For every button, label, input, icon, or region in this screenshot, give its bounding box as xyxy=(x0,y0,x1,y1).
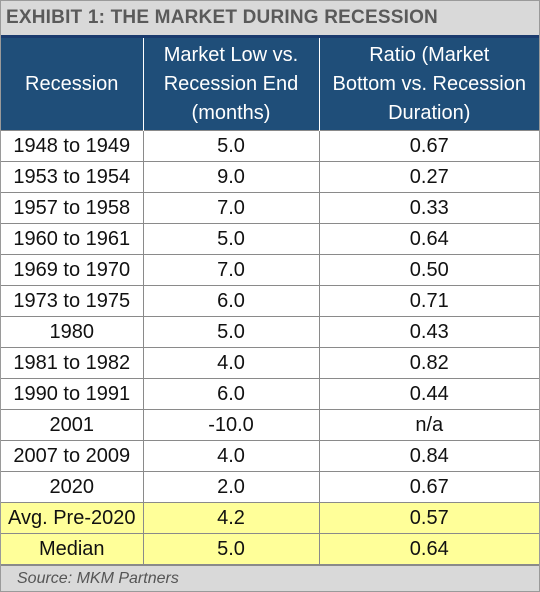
cell-market-low-vs-end: 5.0 xyxy=(142,130,320,162)
cell-market-low-vs-end: 2.0 xyxy=(142,471,320,503)
column-header-line: (months) xyxy=(191,101,271,124)
table-row: 1960 to 1961 5.0 0.64 xyxy=(1,223,539,255)
cell-recession: 1960 to 1961 xyxy=(1,223,144,255)
cell-ratio: 0.50 xyxy=(318,254,539,286)
table-row: 1953 to 1954 9.0 0.27 xyxy=(1,161,539,193)
cell-market-low-vs-end: 9.0 xyxy=(142,161,320,193)
table-row: 1990 to 1991 6.0 0.44 xyxy=(1,378,539,410)
table-row: 1973 to 1975 6.0 0.71 xyxy=(1,285,539,317)
cell-recession: Median xyxy=(1,533,144,565)
column-header-line: Market Low vs. xyxy=(163,43,299,66)
cell-recession: 2020 xyxy=(1,471,144,503)
table-row: 1957 to 1958 7.0 0.33 xyxy=(1,192,539,224)
cell-recession: 2007 to 2009 xyxy=(1,440,144,472)
cell-ratio: 0.82 xyxy=(318,347,539,379)
cell-recession: 1957 to 1958 xyxy=(1,192,144,224)
cell-ratio: 0.67 xyxy=(318,471,539,503)
cell-ratio: 0.27 xyxy=(318,161,539,193)
cell-market-low-vs-end: -10.0 xyxy=(142,409,320,441)
cell-ratio: 0.67 xyxy=(318,130,539,162)
table-row: 1981 to 1982 4.0 0.82 xyxy=(1,347,539,379)
exhibit-title: EXHIBIT 1: THE MARKET DURING RECESSION xyxy=(1,1,539,38)
column-header-line: Recession xyxy=(25,72,119,95)
cell-market-low-vs-end: 5.0 xyxy=(142,223,320,255)
table-row: 2001 -10.0 n/a xyxy=(1,409,539,441)
column-header-line: Bottom vs. Recession xyxy=(332,72,526,95)
column-header-market-low-vs-end: Market Low vs. Recession End (months) xyxy=(143,38,320,131)
cell-recession: 2001 xyxy=(1,409,144,441)
cell-recession: 1953 to 1954 xyxy=(1,161,144,193)
cell-recession: 1980 xyxy=(1,316,144,348)
column-header-ratio: Ratio (Market Bottom vs. Recession Duratio… xyxy=(319,38,539,131)
table-body: 1948 to 1949 5.0 0.67 1953 to 1954 9.0 0.27 19… xyxy=(1,130,539,565)
cell-market-low-vs-end: 4.2 xyxy=(142,502,320,534)
cell-market-low-vs-end: 4.0 xyxy=(142,347,320,379)
table-row: 1980 5.0 0.43 xyxy=(1,316,539,348)
cell-ratio: 0.84 xyxy=(318,440,539,472)
cell-ratio: 0.57 xyxy=(318,502,539,534)
cell-market-low-vs-end: 7.0 xyxy=(142,254,320,286)
cell-market-low-vs-end: 5.0 xyxy=(142,533,320,565)
cell-market-low-vs-end: 7.0 xyxy=(142,192,320,224)
header-row: Recession Market Low vs. Recession End (mon… xyxy=(1,38,539,131)
table-row: 1948 to 1949 5.0 0.67 xyxy=(1,130,539,162)
cell-recession: 1981 to 1982 xyxy=(1,347,144,379)
source-note: Source: MKM Partners xyxy=(1,565,539,591)
column-header-line: Ratio (Market xyxy=(369,43,490,66)
cell-recession: Avg. Pre-2020 xyxy=(1,502,144,534)
recession-table: Recession Market Low vs. Recession End (mon… xyxy=(1,38,539,565)
column-header-line: Recession End xyxy=(163,72,299,95)
cell-recession: 1948 to 1949 xyxy=(1,130,144,162)
column-header-recession: Recession xyxy=(1,38,144,131)
cell-ratio: n/a xyxy=(318,409,539,441)
column-header-line: Duration) xyxy=(388,101,471,124)
cell-ratio: 0.71 xyxy=(318,285,539,317)
cell-ratio: 0.64 xyxy=(318,533,539,565)
cell-market-low-vs-end: 4.0 xyxy=(142,440,320,472)
table-row: 2020 2.0 0.67 xyxy=(1,471,539,503)
cell-recession: 1990 to 1991 xyxy=(1,378,144,410)
cell-market-low-vs-end: 5.0 xyxy=(142,316,320,348)
cell-market-low-vs-end: 6.0 xyxy=(142,285,320,317)
table-header: Recession Market Low vs. Recession End (mon… xyxy=(1,38,539,131)
cell-recession: 1973 to 1975 xyxy=(1,285,144,317)
summary-row: Avg. Pre-2020 4.2 0.57 xyxy=(1,502,539,534)
cell-ratio: 0.44 xyxy=(318,378,539,410)
cell-recession: 1969 to 1970 xyxy=(1,254,144,286)
cell-ratio: 0.43 xyxy=(318,316,539,348)
cell-ratio: 0.33 xyxy=(318,192,539,224)
table-row: 2007 to 2009 4.0 0.84 xyxy=(1,440,539,472)
cell-ratio: 0.64 xyxy=(318,223,539,255)
cell-market-low-vs-end: 6.0 xyxy=(142,378,320,410)
table-row: 1969 to 1970 7.0 0.50 xyxy=(1,254,539,286)
summary-row: Median 5.0 0.64 xyxy=(1,533,539,565)
